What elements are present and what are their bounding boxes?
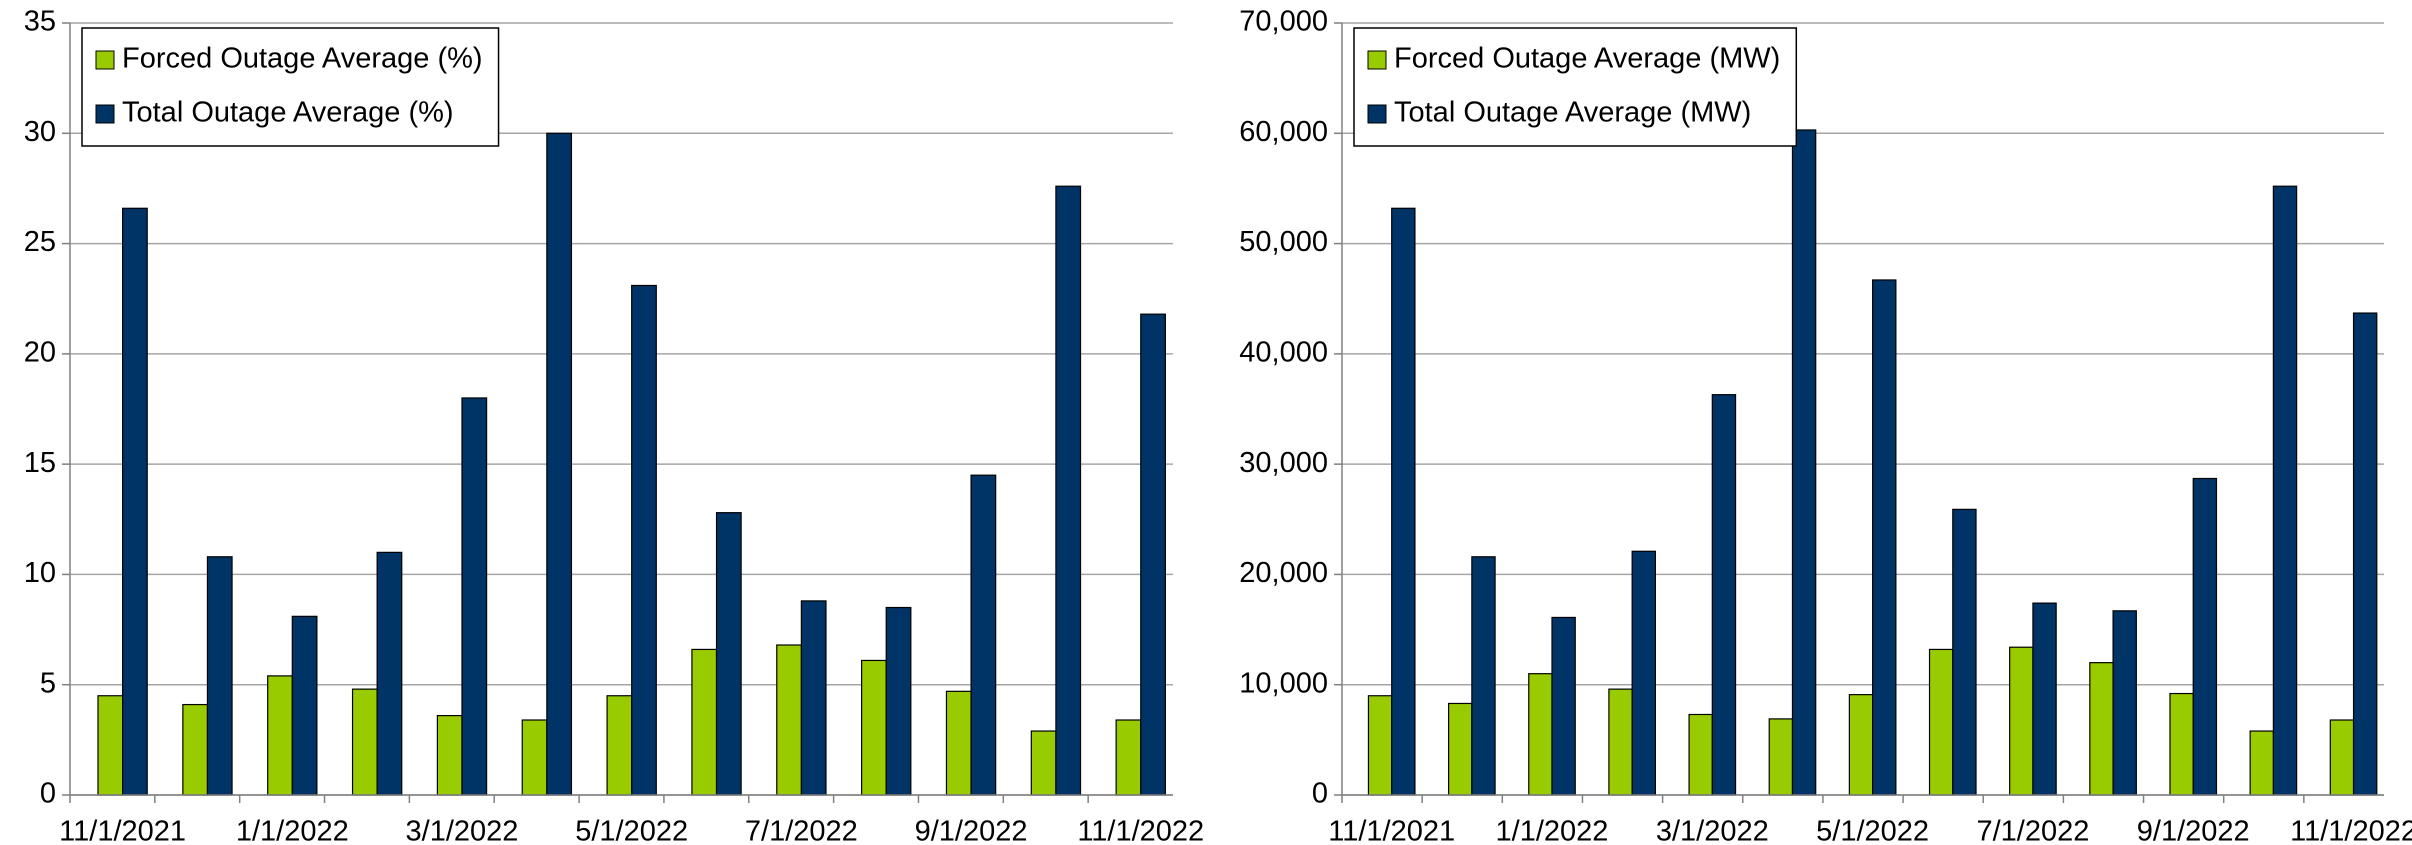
bar — [776, 644, 802, 796]
x-tick-label: 5/1/2022 — [1816, 816, 1929, 845]
y-tick-label: 60,000 — [1239, 116, 1328, 148]
legend-swatch — [95, 50, 115, 70]
bar — [1115, 719, 1142, 796]
x-tick-label: 11/1/2021 — [59, 816, 186, 845]
legend — [1353, 27, 1798, 147]
bar — [1848, 694, 1874, 796]
bar — [1631, 550, 1657, 796]
x-tick-label: 9/1/2022 — [2137, 816, 2250, 845]
legend-swatch — [1367, 104, 1387, 124]
bar — [1711, 394, 1737, 796]
bar — [1471, 556, 1496, 796]
y-tick-label: 20 — [24, 337, 56, 369]
x-tick-label: 1/1/2022 — [236, 816, 349, 845]
bar — [267, 675, 293, 796]
bar — [631, 284, 657, 796]
bar — [1140, 313, 1166, 796]
bar — [2352, 312, 2378, 796]
bar — [351, 688, 378, 796]
y-tick-label: 10,000 — [1239, 667, 1328, 699]
bar — [861, 659, 887, 796]
bar — [1030, 730, 1057, 796]
bar — [1768, 718, 1794, 796]
bar — [945, 690, 972, 796]
x-tick-label: 11/1/2022 — [1077, 816, 1204, 845]
bar — [1688, 713, 1713, 796]
y-tick-label: 0 — [40, 778, 56, 810]
x-tick-label: 1/1/2022 — [1496, 816, 1609, 845]
y-tick-label: 70,000 — [1239, 6, 1328, 38]
x-tick-label: 3/1/2022 — [1656, 816, 1769, 845]
bar — [1528, 673, 1553, 796]
bar — [436, 714, 463, 796]
legend-label: Total Outage Average (MW) — [1394, 97, 1751, 129]
bar — [521, 719, 548, 796]
y-tick-label: 15 — [24, 447, 56, 479]
bar — [461, 397, 488, 796]
legend-swatch — [95, 104, 115, 124]
bar — [1872, 279, 1897, 796]
y-tick-label: 35 — [24, 6, 56, 38]
bar — [2272, 185, 2298, 796]
bar — [1952, 508, 1977, 796]
bar — [182, 703, 209, 796]
legend — [81, 27, 500, 147]
x-tick-label: 5/1/2022 — [575, 816, 688, 845]
bar — [206, 556, 233, 796]
y-tick-label: 50,000 — [1239, 226, 1328, 258]
y-tick-label: 5 — [40, 667, 56, 699]
legend-swatch — [1367, 50, 1387, 70]
x-tick-label: 9/1/2022 — [915, 816, 1028, 845]
x-tick-label: 3/1/2022 — [406, 816, 519, 845]
bar — [2089, 662, 2114, 796]
bar — [800, 600, 827, 796]
x-tick-label: 7/1/2022 — [1976, 816, 2089, 845]
y-tick-label: 0 — [1312, 778, 1328, 810]
bar — [1055, 185, 1082, 796]
bar — [691, 648, 718, 796]
y-tick-label: 40,000 — [1239, 337, 1328, 369]
bar — [2249, 730, 2274, 796]
bar — [376, 551, 403, 796]
x-tick-label: 11/1/2022 — [2290, 816, 2412, 845]
bar — [2032, 602, 2057, 796]
bar — [2329, 719, 2355, 796]
bar — [2009, 646, 2034, 796]
y-tick-label: 30 — [24, 116, 56, 148]
bar — [1608, 688, 1633, 796]
y-tick-label: 20,000 — [1239, 557, 1328, 589]
bar — [1391, 207, 1416, 796]
x-tick-label: 7/1/2022 — [745, 816, 858, 845]
legend-label: Forced Outage Average (MW) — [1394, 43, 1780, 75]
bar — [1551, 616, 1576, 796]
bar — [885, 606, 912, 796]
bar — [546, 132, 573, 796]
bar — [1448, 702, 1473, 796]
bar — [1367, 695, 1393, 796]
bar — [97, 695, 124, 796]
bar — [1928, 648, 1954, 796]
bar — [291, 615, 318, 796]
legend-label: Forced Outage Average (%) — [122, 43, 483, 75]
bar — [2169, 692, 2194, 796]
y-tick-label: 10 — [24, 557, 56, 589]
bar — [1791, 129, 1817, 796]
bar — [2112, 610, 2137, 796]
bar — [970, 474, 997, 796]
bar — [606, 695, 633, 796]
x-tick-label: 11/1/2021 — [1328, 816, 1455, 845]
bar — [715, 512, 742, 796]
y-tick-label: 30,000 — [1239, 447, 1328, 479]
bar — [122, 207, 148, 796]
legend-label: Total Outage Average (%) — [122, 97, 454, 129]
y-tick-label: 25 — [24, 226, 56, 258]
bar — [2192, 477, 2218, 796]
